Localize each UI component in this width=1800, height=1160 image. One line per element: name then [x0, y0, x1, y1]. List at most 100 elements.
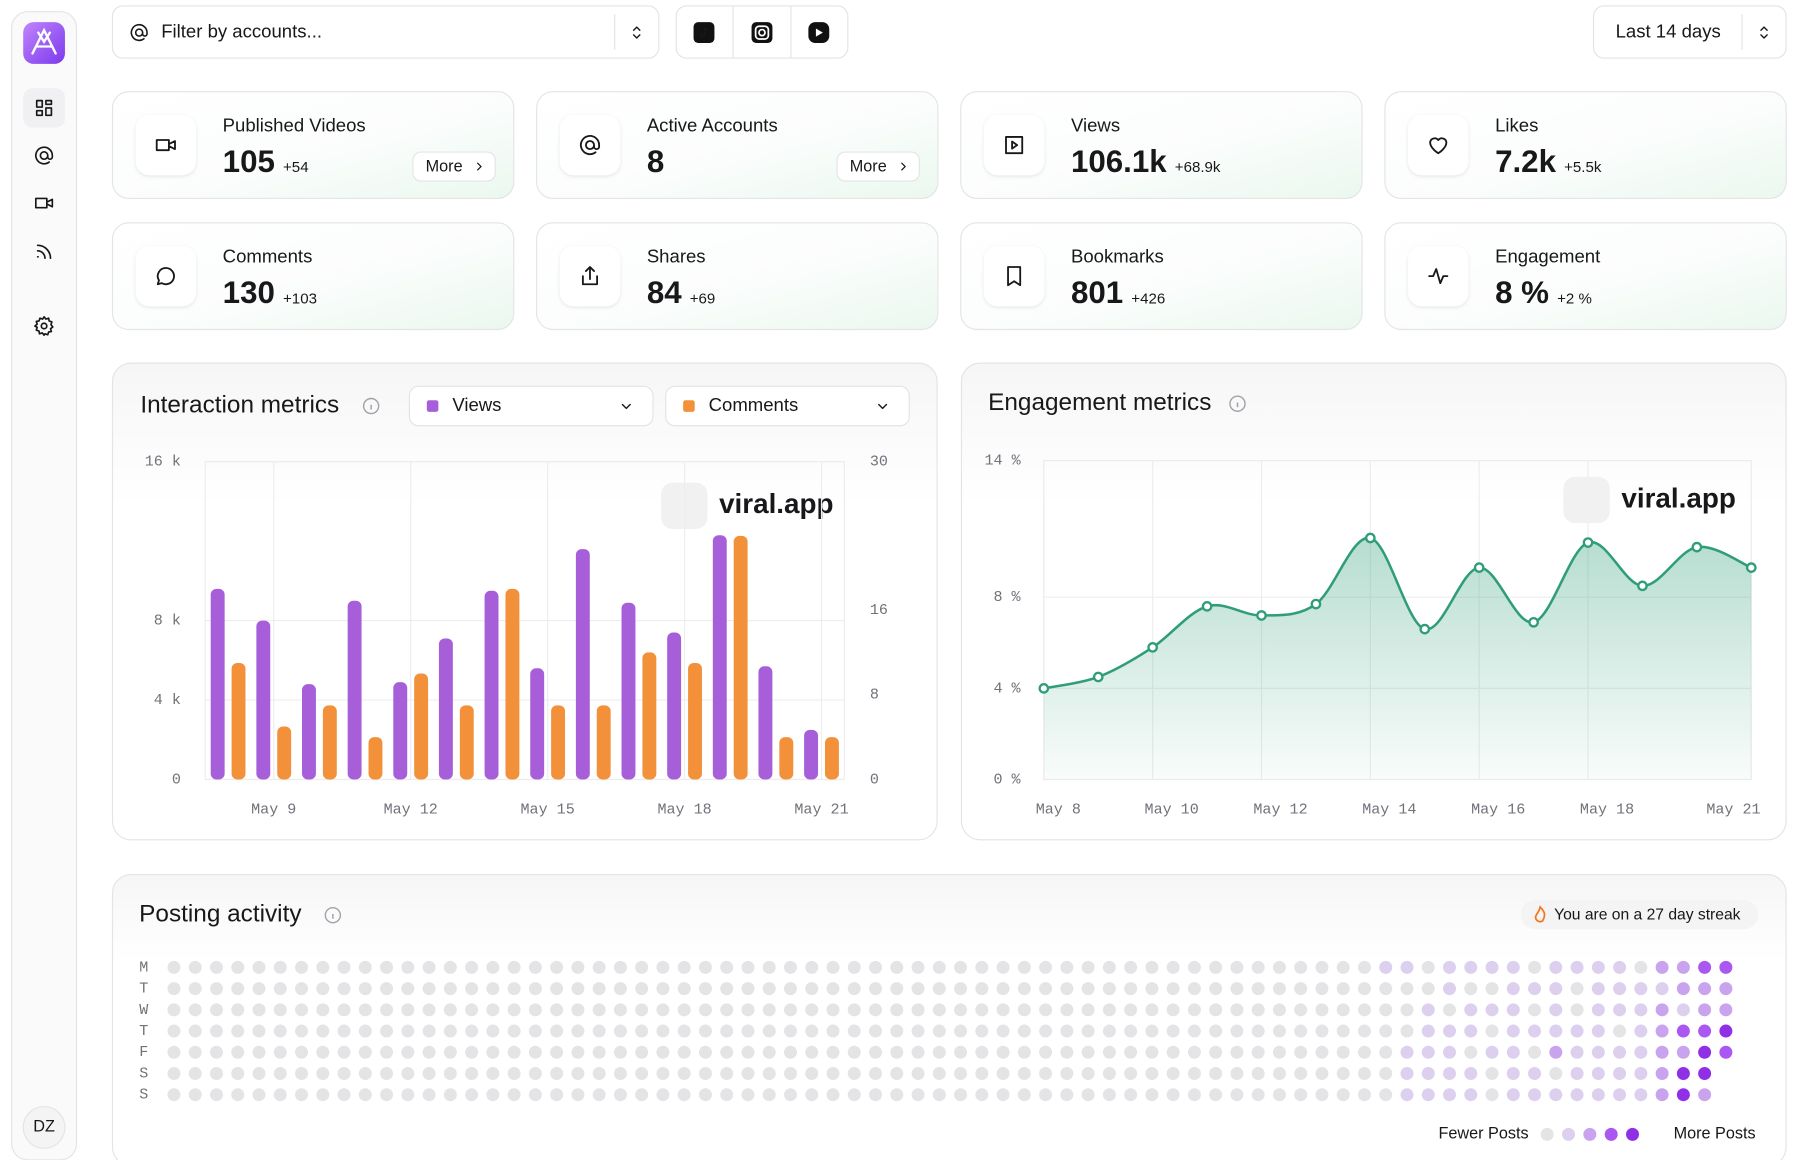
activity-cell — [337, 1066, 351, 1080]
activity-cell — [1230, 1024, 1244, 1038]
activity-cell — [635, 1024, 649, 1038]
youtube-glyph — [815, 28, 823, 37]
avatar[interactable] — [22, 1105, 66, 1149]
activity-cell — [890, 1003, 904, 1017]
nav-icon[interactable] — [34, 197, 54, 209]
series-dropdown[interactable] — [408, 385, 654, 427]
activity-cell — [1294, 960, 1308, 974]
more-button[interactable] — [836, 151, 920, 182]
activity-cell — [1591, 1066, 1605, 1080]
activity-cell — [783, 1088, 797, 1102]
activity-cell — [401, 982, 415, 996]
activity-cell — [932, 982, 946, 996]
activity-cell — [1443, 1066, 1457, 1080]
more-button[interactable] — [412, 151, 496, 182]
activity-cell — [1591, 982, 1605, 996]
activity-cell — [954, 960, 968, 974]
activity-cell — [1166, 1088, 1180, 1102]
activity-cell — [273, 1088, 287, 1102]
activity-cell — [1421, 1045, 1435, 1059]
activity-cell — [1655, 1003, 1669, 1017]
activity-cell — [741, 1024, 755, 1038]
stat-icon-box — [983, 245, 1045, 307]
date-range[interactable] — [1592, 5, 1787, 59]
stat-delta: +103 — [283, 290, 317, 307]
platform-button[interactable] — [693, 22, 715, 44]
activity-cell — [209, 982, 223, 996]
point — [1473, 562, 1485, 573]
activity-cell — [932, 1003, 946, 1017]
legend-dot — [1562, 1127, 1575, 1141]
nav-active — [23, 88, 65, 128]
series-dropdown[interactable] — [665, 385, 910, 427]
activity-cell — [528, 982, 542, 996]
activity-cell — [337, 1088, 351, 1102]
activity-cell — [805, 1066, 819, 1080]
activity-cell — [295, 1003, 309, 1017]
activity-cell — [1102, 960, 1116, 974]
activity-cell — [358, 1024, 372, 1038]
activity-cell — [1421, 1066, 1435, 1080]
activity-cell — [783, 1024, 797, 1038]
chevron-updown-icon — [632, 26, 641, 39]
activity-cell — [507, 960, 521, 974]
stat-value: 7.2k — [1495, 144, 1557, 179]
stat-icon — [1007, 266, 1022, 287]
x-tick-label: May 9 — [251, 801, 296, 819]
x-tick-label: May 14 — [1362, 801, 1416, 819]
activity-cell — [720, 1024, 734, 1038]
activity-cell — [741, 960, 755, 974]
activity-cell — [1272, 982, 1286, 996]
activity-cell — [167, 960, 181, 974]
nav-icon[interactable] — [34, 146, 54, 165]
activity-cell — [1676, 1088, 1690, 1102]
activity-cell — [507, 982, 521, 996]
activity-cell — [1591, 1024, 1605, 1038]
stat-value: 801 — [1071, 275, 1123, 310]
activity-cell — [1017, 1045, 1031, 1059]
activity-cell — [1145, 982, 1159, 996]
activity-cell — [167, 1066, 181, 1080]
activity-cell — [1655, 960, 1669, 974]
activity-cell — [635, 1003, 649, 1017]
activity-cell — [1145, 1088, 1159, 1102]
activity-cell — [1357, 1024, 1371, 1038]
bar — [551, 705, 566, 780]
activity-cell — [550, 960, 564, 974]
account-filter[interactable] — [111, 5, 660, 59]
activity-cell — [1315, 1066, 1329, 1080]
platform-button[interactable] — [751, 22, 773, 44]
activity-cell — [1315, 982, 1329, 996]
activity-cell — [1315, 1003, 1329, 1017]
activity-cell — [1294, 1003, 1308, 1017]
activity-cell — [911, 1003, 925, 1017]
filter-placeholder: Filter by accounts... — [161, 20, 322, 41]
activity-cell — [167, 1003, 181, 1017]
activity-cell — [1187, 1003, 1201, 1017]
watermark: viral.app — [1621, 482, 1735, 513]
activity-cell — [656, 1024, 670, 1038]
activity-cell — [252, 982, 266, 996]
activity-cell — [1272, 1045, 1286, 1059]
activity-cell — [528, 960, 542, 974]
activity-cell — [911, 960, 925, 974]
activity-cell — [847, 1066, 861, 1080]
nav-icon[interactable] — [36, 244, 52, 260]
chevron-icon — [901, 162, 906, 171]
activity-cell — [592, 982, 606, 996]
activity-cell — [698, 1066, 712, 1080]
activity-cell — [1506, 960, 1520, 974]
activity-cell — [656, 1045, 670, 1059]
activity-cell — [316, 1066, 330, 1080]
nav-icon[interactable] — [35, 99, 53, 117]
more-button-label: More — [426, 157, 463, 175]
nav-icon[interactable] — [34, 315, 54, 337]
activity-cell — [1272, 1088, 1286, 1102]
point — [1310, 598, 1322, 610]
activity-cell — [1315, 1045, 1329, 1059]
x-tick-label: May 18 — [1580, 801, 1634, 819]
activity-cell — [975, 1066, 989, 1080]
activity-cell — [826, 1066, 840, 1080]
activity-cell — [1209, 1066, 1223, 1080]
activity-cell — [1570, 1066, 1584, 1080]
